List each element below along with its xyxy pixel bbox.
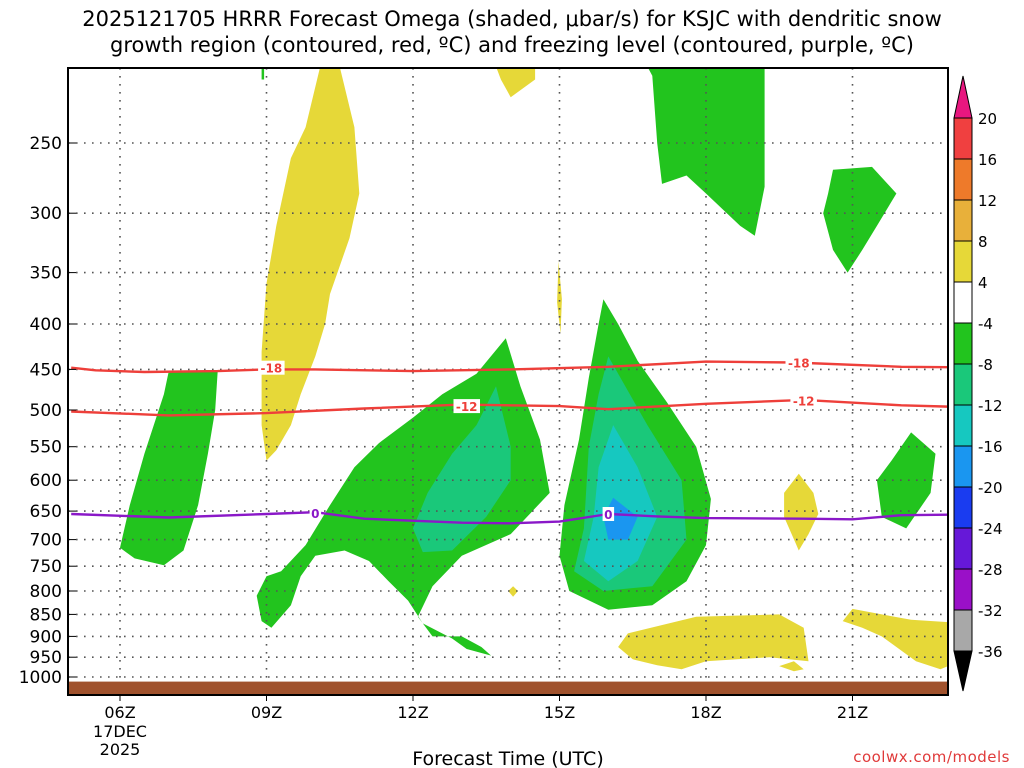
y-tick-label: 850 — [30, 605, 62, 625]
y-tick-label: 250 — [30, 134, 62, 154]
x-tick-label: 15Z — [544, 703, 575, 722]
contour-label: -12 — [456, 400, 478, 414]
colorbar-top-arrow — [953, 75, 973, 119]
x-tick-label: 09Z — [251, 703, 282, 722]
contour-label: -18 — [261, 362, 283, 376]
x-tick-label: 12Z — [397, 703, 428, 722]
x-axis-label: Forecast Time (UTC) — [412, 748, 603, 768]
contour-line-0 — [71, 511, 948, 525]
y-tick-label: 400 — [30, 315, 62, 335]
colorbar-tick-label: 4 — [978, 274, 988, 292]
y-tick-label: 450 — [30, 360, 62, 380]
y-tick-label: 1000 — [19, 668, 62, 688]
omega-region-14 — [876, 432, 936, 529]
colorbar-band — [954, 405, 972, 447]
colorbar-band — [954, 241, 972, 283]
plot-frame — [67, 67, 949, 696]
contour-label-bg — [602, 507, 615, 521]
contour-label: -18 — [788, 357, 810, 371]
contour-label: 0 — [604, 508, 612, 522]
omega-region-10 — [823, 166, 897, 273]
colorbar-band — [954, 118, 972, 160]
omega-region-1 — [496, 68, 536, 98]
colorbar-band — [954, 528, 972, 570]
colorbar-tick-label: -8 — [978, 356, 993, 374]
colorbar-band — [954, 282, 972, 324]
omega-region-0 — [261, 68, 360, 461]
y-tick-label: 750 — [30, 557, 62, 577]
x-date-label: 2025 — [100, 740, 141, 759]
x-date-label: 17DEC — [93, 722, 147, 741]
title-line-1: 2025121705 HRRR Forecast Omega (shaded, … — [82, 7, 942, 31]
omega-region-6 — [779, 661, 804, 672]
y-tick-label: 300 — [30, 204, 62, 224]
ground-surface — [68, 681, 948, 695]
omega-region-17 — [583, 425, 658, 582]
credit-link[interactable]: coolwx.com/models — [853, 748, 1010, 766]
contour-label: 0 — [311, 507, 319, 521]
title-line-2: growth region (contoured, red, ºC) and f… — [110, 33, 914, 57]
y-tick-label: 900 — [30, 627, 62, 647]
omega-region-4 — [784, 473, 819, 551]
colorbar-tick-label: 16 — [978, 151, 997, 169]
contour-line--12 — [71, 398, 948, 417]
colorbar-band — [954, 487, 972, 529]
omega-region-2 — [557, 261, 562, 334]
y-tick-label: 350 — [30, 264, 62, 284]
y-tick-label: 600 — [30, 471, 62, 491]
y-tick-label: 950 — [30, 648, 62, 668]
omega-region-9 — [648, 68, 765, 236]
omega-region-5 — [618, 614, 809, 670]
colorbar-tick-label: -20 — [978, 479, 1003, 497]
x-tick-label: 21Z — [837, 703, 868, 722]
contour-label-bg — [258, 360, 285, 375]
colorbar-band — [954, 200, 972, 242]
colorbar-tick-label: 12 — [978, 192, 997, 210]
colorbar-band — [954, 569, 972, 611]
omega-region-7 — [842, 608, 948, 670]
chart-title: 2025121705 HRRR Forecast Omega (shaded, … — [0, 6, 1024, 58]
pressure-axis: 2503003504004505005506006507007508008509… — [19, 134, 76, 688]
colorbar-band — [954, 610, 972, 652]
contour-label-bg — [309, 505, 322, 520]
contour-label-bg — [453, 399, 480, 414]
contour-label-bg — [785, 355, 812, 370]
colorbar-tick-label: -32 — [978, 602, 1003, 620]
omega-colorbar: 20 16 12 8 4 -4 -8 -12 -16 -20 -24 -28 -32 -36 — [953, 75, 1003, 692]
colorbar-tick-label: 20 — [978, 110, 997, 128]
y-tick-label: 800 — [30, 582, 62, 602]
colorbar-tick-label: -36 — [978, 643, 1003, 661]
colorbar-band — [954, 323, 972, 365]
colorbar-tick-label: -24 — [978, 520, 1003, 538]
y-tick-label: 650 — [30, 502, 62, 522]
colorbar-tick-label: -16 — [978, 438, 1003, 456]
contour-labels: -18 -18 -12 -12 0 0 — [258, 355, 817, 522]
y-tick-label: 550 — [30, 438, 62, 458]
x-tick-label: 18Z — [690, 703, 721, 722]
colorbar-tick-label: -12 — [978, 397, 1003, 415]
colorbar-band — [954, 364, 972, 406]
grid-lines — [68, 68, 948, 695]
y-tick-label: 700 — [30, 531, 62, 551]
colorbar-bottom-arrow — [953, 650, 973, 692]
contour-label-bg — [790, 393, 817, 408]
colorbar-tick-label: -4 — [978, 315, 993, 333]
y-tick-label: 500 — [30, 401, 62, 421]
colorbar-tick-label: -28 — [978, 561, 1003, 579]
colorbar-tick-label: 8 — [978, 233, 988, 251]
colorbar-band — [954, 159, 972, 201]
omega-region-3 — [508, 586, 518, 597]
omega-region-12 — [256, 338, 550, 656]
omega-shaded-regions — [120, 68, 948, 672]
omega-region-8 — [261, 68, 265, 80]
colorbar-band — [954, 446, 972, 488]
contour-label: -12 — [793, 395, 815, 409]
x-tick-label: 06Z — [104, 703, 135, 722]
